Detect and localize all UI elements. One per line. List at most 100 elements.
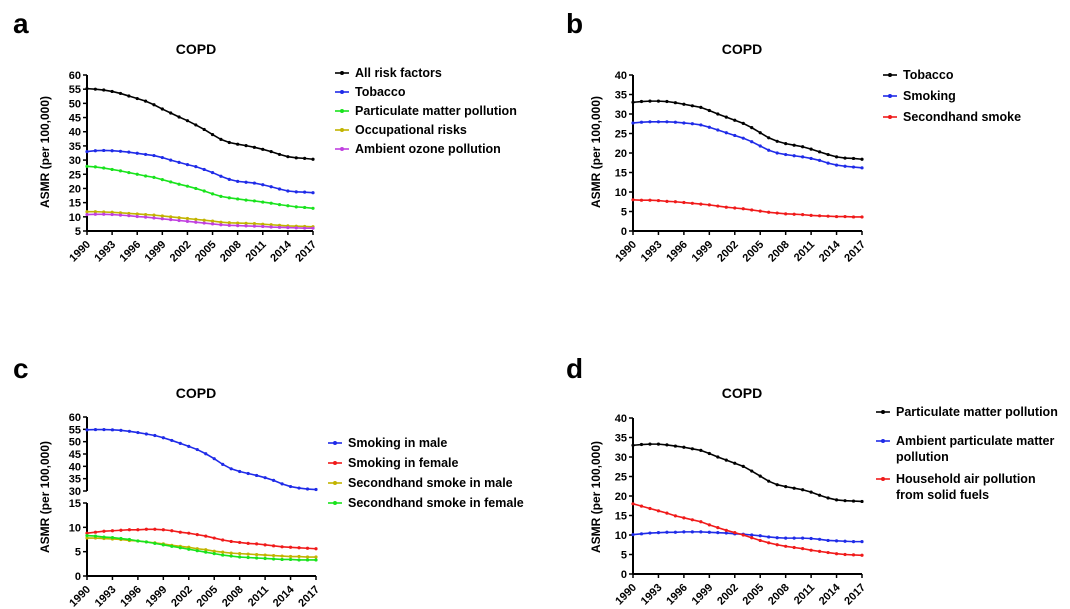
x-tick-label: 2002 bbox=[715, 582, 741, 608]
y-tick-label: 0 bbox=[621, 569, 627, 581]
data-point bbox=[85, 534, 89, 538]
x-tick-label: 2011 bbox=[792, 239, 817, 264]
data-point bbox=[656, 99, 661, 103]
data-point bbox=[85, 531, 89, 535]
data-point bbox=[280, 557, 284, 562]
data-point bbox=[194, 220, 198, 224]
legend-label: Tobacco bbox=[903, 68, 954, 82]
data-point bbox=[286, 189, 290, 193]
data-point bbox=[202, 221, 206, 225]
legend-label: Ambient particulate matter bbox=[896, 434, 1055, 448]
data-point bbox=[733, 461, 737, 465]
data-point bbox=[673, 120, 678, 124]
y-tick-label: 30 bbox=[615, 452, 627, 464]
data-point bbox=[648, 442, 652, 446]
data-point bbox=[227, 221, 231, 225]
data-point bbox=[303, 205, 307, 210]
data-point bbox=[843, 539, 847, 543]
data-point bbox=[187, 444, 191, 448]
data-point bbox=[724, 528, 728, 532]
data-point bbox=[280, 482, 284, 486]
data-point bbox=[136, 430, 140, 435]
data-point bbox=[792, 486, 796, 490]
legend-marker bbox=[340, 128, 344, 132]
series-line-3-0 bbox=[632, 443, 863, 503]
data-point bbox=[673, 101, 678, 105]
data-point bbox=[170, 438, 174, 443]
data-point bbox=[246, 552, 250, 556]
data-point bbox=[255, 473, 259, 478]
y-tick-label: 10 bbox=[615, 530, 627, 542]
data-point bbox=[252, 222, 257, 226]
data-point bbox=[194, 217, 198, 221]
x-tick-label: 2017 bbox=[296, 584, 322, 609]
data-point bbox=[673, 530, 678, 534]
data-point bbox=[690, 104, 694, 108]
data-point bbox=[843, 156, 847, 160]
data-point bbox=[269, 225, 273, 229]
y-tick-label: 45 bbox=[69, 113, 81, 125]
data-point bbox=[631, 121, 635, 125]
data-point bbox=[277, 187, 282, 191]
data-point bbox=[767, 541, 771, 545]
data-point bbox=[135, 212, 139, 216]
x-tick-label: 2008 bbox=[218, 239, 244, 265]
data-point bbox=[185, 219, 190, 223]
data-point bbox=[801, 488, 805, 492]
data-point bbox=[303, 156, 307, 160]
data-point bbox=[169, 215, 173, 219]
data-point bbox=[185, 119, 190, 123]
data-point bbox=[169, 111, 173, 115]
data-point bbox=[219, 174, 223, 178]
data-point bbox=[210, 170, 215, 175]
data-point bbox=[261, 200, 265, 204]
data-point bbox=[311, 157, 315, 161]
data-point bbox=[801, 536, 805, 540]
data-point bbox=[834, 498, 839, 502]
legend-label: Secondhand smoke in male bbox=[348, 476, 513, 490]
legend-marker bbox=[881, 410, 885, 414]
y-tick-label: 15 bbox=[615, 511, 627, 523]
data-point bbox=[741, 136, 745, 140]
panel-a-title: COPD bbox=[176, 41, 216, 57]
data-point bbox=[252, 145, 257, 149]
data-point bbox=[809, 156, 813, 161]
data-point bbox=[169, 218, 173, 222]
data-point bbox=[792, 545, 796, 550]
x-tick-label: 2008 bbox=[766, 582, 792, 608]
data-point bbox=[177, 115, 181, 119]
y-tick-label: 45 bbox=[69, 449, 81, 461]
data-point bbox=[187, 547, 191, 551]
data-point bbox=[834, 214, 839, 219]
x-tick-label: 1999 bbox=[690, 582, 716, 608]
data-point bbox=[665, 120, 669, 124]
x-tick-label: 2014 bbox=[817, 581, 843, 607]
data-point bbox=[135, 151, 139, 155]
data-point bbox=[212, 549, 216, 553]
data-point bbox=[143, 174, 148, 178]
data-point bbox=[178, 441, 182, 445]
x-tick-label: 2008 bbox=[766, 239, 792, 265]
y-tick-label: 35 bbox=[69, 474, 81, 486]
data-point bbox=[809, 536, 813, 541]
data-point bbox=[238, 540, 242, 545]
data-point bbox=[269, 149, 273, 154]
data-point bbox=[93, 210, 97, 214]
series-line-1-1 bbox=[632, 121, 863, 169]
data-point bbox=[135, 172, 139, 176]
data-point bbox=[152, 103, 156, 107]
data-point bbox=[707, 125, 711, 129]
series-line-2-1 bbox=[86, 528, 317, 550]
data-point bbox=[263, 476, 267, 480]
data-point bbox=[236, 197, 240, 201]
data-point bbox=[784, 212, 788, 216]
data-point bbox=[118, 91, 123, 96]
x-tick-label: 2002 bbox=[715, 239, 741, 265]
panel-c-label: c bbox=[13, 353, 29, 384]
legend-label: Ambient ozone pollution bbox=[355, 142, 501, 156]
x-tick-label: 1993 bbox=[639, 582, 665, 608]
data-point bbox=[269, 201, 273, 205]
data-point bbox=[127, 214, 131, 218]
data-point bbox=[860, 553, 864, 557]
x-tick-label: 2008 bbox=[220, 584, 246, 609]
